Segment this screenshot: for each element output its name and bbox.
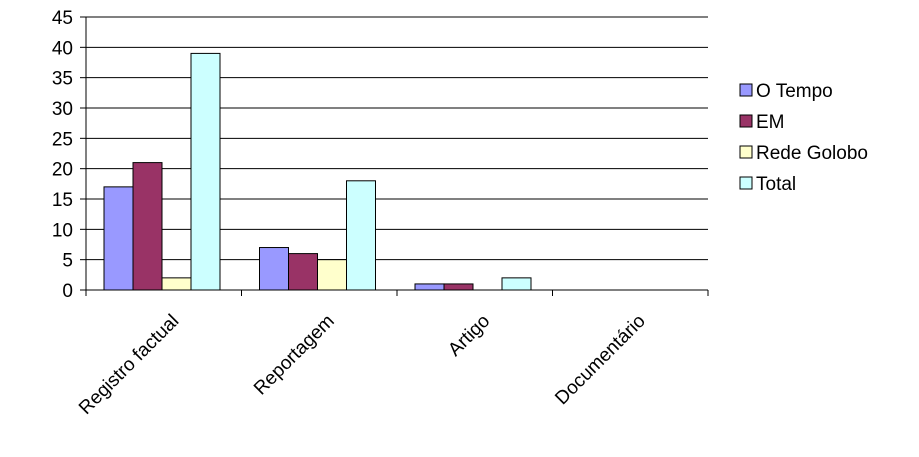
bar (190, 52, 221, 291)
legend-label: O Tempo (756, 81, 833, 102)
bar (317, 259, 347, 291)
legend-swatch (739, 114, 753, 128)
bar (288, 253, 318, 291)
bar (414, 283, 445, 291)
gridlines (86, 16, 708, 261)
bar (259, 247, 289, 291)
y-axis: 0 5 10 15 20 25 30 35 40 45 (52, 8, 87, 302)
x-category-label: Artigo (444, 311, 494, 361)
bar (132, 162, 163, 291)
x-category-label: Documentário (551, 311, 649, 409)
legend: O Tempo EM Rede Golobo Total (739, 81, 868, 195)
legend-label: Rede Golobo (756, 143, 868, 164)
legend-swatch (739, 176, 753, 190)
y-tick-label: 5 (62, 251, 73, 272)
y-tick-label: 10 (52, 220, 73, 241)
x-axis: Registro factual Reportagem Artigo Document… (75, 289, 709, 419)
bars (103, 52, 532, 291)
bar (443, 283, 474, 291)
legend-label: EM (756, 112, 785, 133)
y-tick-label: 35 (52, 69, 73, 90)
y-tick-label: 15 (52, 190, 73, 211)
y-tick-label: 45 (52, 8, 73, 29)
x-category-label: Registro factual (75, 311, 183, 419)
y-tick-label: 0 (62, 281, 73, 302)
bar (501, 277, 532, 291)
y-tick-label: 30 (52, 99, 73, 120)
x-category-label: Reportagem (250, 311, 339, 400)
legend-swatch (739, 83, 753, 97)
legend-label: Total (756, 174, 796, 195)
bar (161, 277, 192, 291)
y-tick-label: 40 (52, 38, 73, 59)
bar (103, 186, 134, 291)
legend-swatch (739, 145, 753, 159)
bar (346, 180, 376, 291)
y-tick-label: 25 (52, 129, 73, 150)
y-tick-label: 20 (52, 160, 73, 181)
